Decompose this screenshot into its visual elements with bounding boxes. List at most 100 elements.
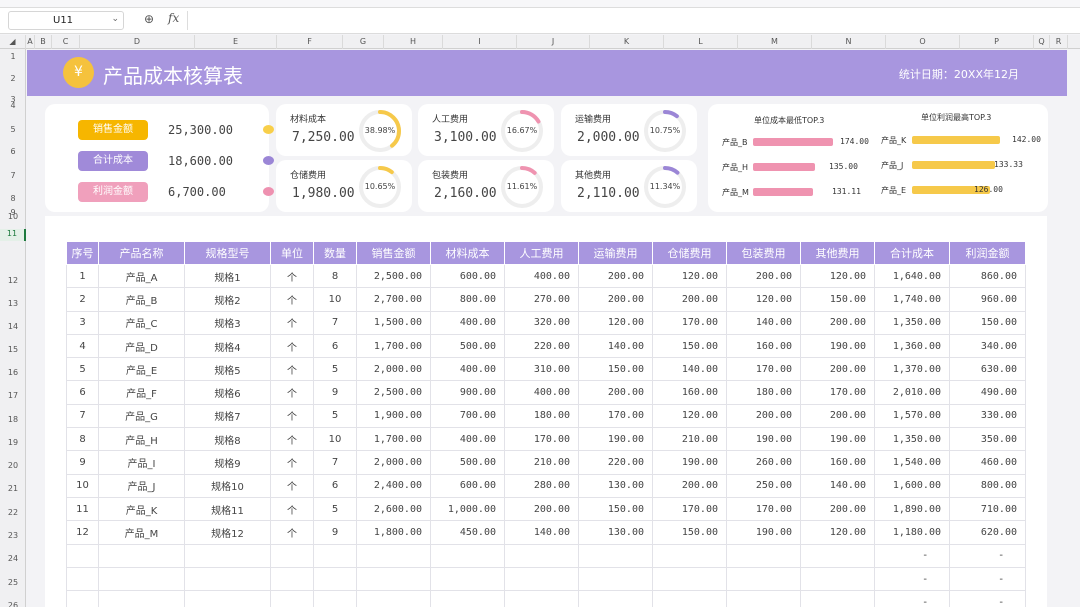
table-cell[interactable]: 310.00	[504, 357, 579, 382]
column-header-k[interactable]: K	[590, 35, 664, 49]
table-cell[interactable]: 160.00	[726, 333, 801, 359]
table-cell[interactable]: 5	[313, 496, 357, 522]
row-header-10[interactable]: 10	[7, 212, 19, 221]
table-cell[interactable]: 个	[270, 427, 314, 452]
table-cell[interactable]: 700.00	[430, 403, 505, 429]
table-cell[interactable]: 5	[313, 403, 357, 429]
table-cell[interactable]: -	[874, 590, 950, 607]
table-cell[interactable]	[270, 543, 314, 568]
select-all-corner[interactable]: ◢	[0, 35, 26, 49]
table-cell[interactable]: 产品_M	[98, 520, 185, 545]
table-cell[interactable]: 1,700.00	[356, 333, 431, 359]
table-cell[interactable]: 120.00	[726, 287, 801, 312]
row-header-2[interactable]: 2	[10, 74, 16, 83]
table-cell[interactable]	[652, 543, 727, 568]
table-cell[interactable]: 规格6	[184, 380, 271, 405]
table-cell[interactable]: 12	[66, 520, 99, 545]
table-cell[interactable]	[578, 543, 653, 568]
column-header-o[interactable]: O	[886, 35, 960, 49]
row-header-14[interactable]: 14	[7, 322, 19, 331]
column-header-m[interactable]: M	[738, 35, 812, 49]
table-cell[interactable]	[504, 543, 579, 568]
column-header-q[interactable]: Q	[1034, 35, 1050, 49]
table-cell[interactable]: 500.00	[430, 450, 505, 475]
table-cell[interactable]: -	[949, 590, 1026, 607]
row-header-7[interactable]: 7	[10, 171, 16, 180]
table-cell[interactable]: 620.00	[949, 520, 1026, 545]
table-cell[interactable]: 产品_D	[98, 333, 185, 359]
table-cell[interactable]: 200.00	[578, 287, 653, 312]
table-cell[interactable]: 1,600.00	[874, 473, 950, 498]
table-cell[interactable]: 170.00	[652, 310, 727, 335]
table-cell[interactable]: 330.00	[949, 403, 1026, 429]
table-cell[interactable]: 7	[313, 310, 357, 335]
table-cell[interactable]: 10	[313, 427, 357, 452]
row-header-25[interactable]: 25	[7, 578, 19, 587]
table-cell[interactable]	[313, 566, 357, 592]
table-cell[interactable]: 1,360.00	[874, 333, 950, 359]
table-cell[interactable]: 个	[270, 380, 314, 405]
table-cell[interactable]: 120.00	[652, 403, 727, 429]
table-cell[interactable]: 1,740.00	[874, 287, 950, 312]
table-cell[interactable]: 200.00	[726, 263, 801, 289]
table-cell[interactable]: 130.00	[578, 473, 653, 498]
table-cell[interactable]: 200.00	[800, 496, 875, 522]
table-cell[interactable]: 210.00	[504, 450, 579, 475]
row-header-20[interactable]: 20	[7, 461, 19, 470]
table-cell[interactable]	[578, 566, 653, 592]
table-cell[interactable]: 9	[313, 520, 357, 545]
table-cell[interactable]: 170.00	[578, 403, 653, 429]
table-cell[interactable]: 1,640.00	[874, 263, 950, 289]
table-cell[interactable]: 5	[313, 357, 357, 382]
table-cell[interactable]	[184, 590, 271, 607]
row-header-13[interactable]: 13	[7, 299, 19, 308]
column-header-c[interactable]: C	[52, 35, 80, 49]
table-cell[interactable]: 900.00	[430, 380, 505, 405]
row-header-21[interactable]: 21	[7, 484, 19, 493]
table-cell[interactable]: 7	[313, 450, 357, 475]
table-cell[interactable]: 4	[66, 333, 99, 359]
table-cell[interactable]: 600.00	[430, 263, 505, 289]
table-cell[interactable]: 320.00	[504, 310, 579, 335]
row-header-15[interactable]: 15	[7, 345, 19, 354]
table-cell[interactable]	[504, 590, 579, 607]
column-header-h[interactable]: H	[384, 35, 443, 49]
table-cell[interactable]: 150.00	[578, 496, 653, 522]
column-header-d[interactable]: D	[80, 35, 195, 49]
column-header-i[interactable]: I	[443, 35, 517, 49]
table-cell[interactable]: 1,540.00	[874, 450, 950, 475]
table-cell[interactable]: 170.00	[726, 496, 801, 522]
table-cell[interactable]: 个	[270, 496, 314, 522]
table-cell[interactable]: 2,500.00	[356, 263, 431, 289]
table-cell[interactable]: 120.00	[578, 310, 653, 335]
row-header-9[interactable]: 9	[10, 208, 16, 217]
table-cell[interactable]: 6	[313, 473, 357, 498]
table-cell[interactable]: 140.00	[652, 357, 727, 382]
table-cell[interactable]	[726, 543, 801, 568]
zoom-icon[interactable]: ⊕	[144, 12, 155, 26]
table-cell[interactable]: 630.00	[949, 357, 1026, 382]
row-header-16[interactable]: 16	[7, 368, 19, 377]
table-cell[interactable]: 1,570.00	[874, 403, 950, 429]
table-cell[interactable]: 140.00	[504, 520, 579, 545]
table-cell[interactable]: 个	[270, 473, 314, 498]
table-cell[interactable]: 140.00	[578, 333, 653, 359]
table-cell[interactable]: 规格11	[184, 496, 271, 522]
table-cell[interactable]: 220.00	[578, 450, 653, 475]
table-cell[interactable]: 400.00	[430, 427, 505, 452]
table-cell[interactable]	[800, 590, 875, 607]
column-header-j[interactable]: J	[517, 35, 590, 49]
table-cell[interactable]: 260.00	[726, 450, 801, 475]
table-cell[interactable]	[430, 543, 505, 568]
table-cell[interactable]	[66, 566, 99, 592]
table-cell[interactable]: 规格7	[184, 403, 271, 429]
table-cell[interactable]: 800.00	[430, 287, 505, 312]
table-cell[interactable]: 规格8	[184, 427, 271, 452]
table-cell[interactable]: 150.00	[578, 357, 653, 382]
table-cell[interactable]: 150.00	[652, 333, 727, 359]
table-cell[interactable]: 2	[66, 287, 99, 312]
table-cell[interactable]: 170.00	[504, 427, 579, 452]
table-cell[interactable]: 710.00	[949, 496, 1026, 522]
table-cell[interactable]	[270, 590, 314, 607]
table-cell[interactable]	[98, 590, 185, 607]
